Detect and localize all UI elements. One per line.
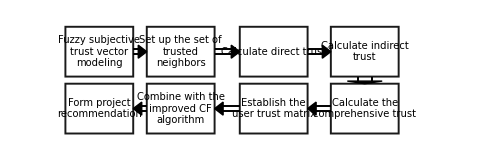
Polygon shape [322,45,331,58]
Text: Establish the
user trust matrix: Establish the user trust matrix [232,98,316,119]
Polygon shape [348,81,382,84]
Polygon shape [214,102,223,115]
FancyBboxPatch shape [66,27,133,77]
FancyBboxPatch shape [240,84,308,134]
Polygon shape [133,102,141,115]
FancyBboxPatch shape [147,27,214,77]
Text: Calculate indirect
trust: Calculate indirect trust [321,41,408,63]
Text: Calculate direct trust: Calculate direct trust [221,47,326,57]
Polygon shape [308,102,316,115]
Polygon shape [138,45,147,58]
FancyBboxPatch shape [331,27,398,77]
FancyBboxPatch shape [147,84,214,134]
FancyBboxPatch shape [66,84,133,134]
Polygon shape [232,45,240,58]
FancyBboxPatch shape [240,27,308,77]
Text: Calculate the
comprehensive trust: Calculate the comprehensive trust [313,98,416,119]
FancyBboxPatch shape [331,84,398,134]
Text: Set up the set of
trusted
neighbors: Set up the set of trusted neighbors [140,35,222,68]
Text: Fuzzy subjective
trust vector
modeling: Fuzzy subjective trust vector modeling [58,35,140,68]
Text: Form project
recommendation: Form project recommendation [57,98,142,119]
Text: Combine with the
improved CF
algorithm: Combine with the improved CF algorithm [136,92,224,125]
